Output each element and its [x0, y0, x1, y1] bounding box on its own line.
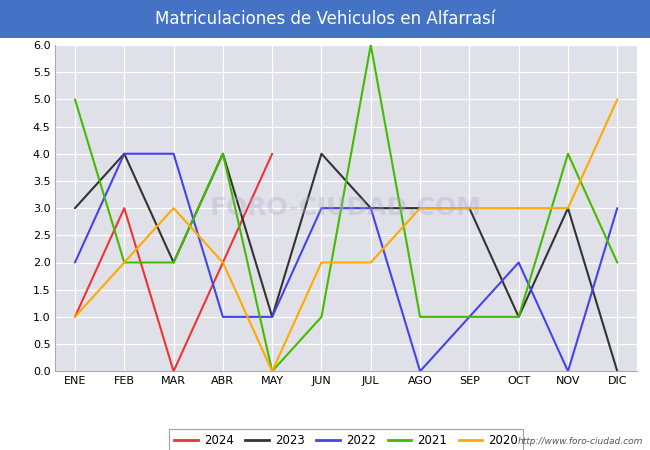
Text: FORO-CIUDAD.COM: FORO-CIUDAD.COM	[210, 196, 482, 220]
Legend: 2024, 2023, 2022, 2021, 2020: 2024, 2023, 2022, 2021, 2020	[170, 429, 523, 450]
Text: http://www.foro-ciudad.com: http://www.foro-ciudad.com	[518, 436, 644, 446]
Text: Matriculaciones de Vehiculos en Alfarrasí: Matriculaciones de Vehiculos en Alfarras…	[155, 10, 495, 28]
